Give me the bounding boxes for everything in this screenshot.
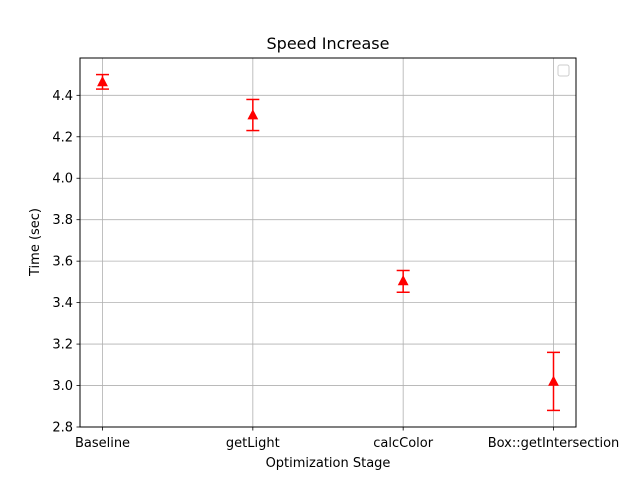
chart-title: Speed Increase [267,34,390,53]
y-tick-label: 2.8 [52,421,73,436]
legend-box [557,64,570,77]
y-tick-label: 3.4 [52,296,73,311]
x-tick-label: Box::getIntersection [488,436,620,451]
y-tick-label: 3.0 [52,379,73,394]
y-tick-label: 3.8 [52,213,73,228]
data-point [548,375,559,386]
plot-frame [79,57,577,428]
x-tick-label: getLight [226,436,280,451]
data-point [97,75,108,87]
y-tick-label: 3.6 [52,255,73,270]
y-tick-label: 4.4 [52,89,73,104]
data-marks [96,73,560,412]
data-point [397,274,409,286]
x-axis-label: Optimization Stage [266,456,391,471]
y-tick-label: 4.2 [52,130,73,145]
y-tick-label: 4.0 [52,172,73,187]
y-axis-label: Time (sec) [28,208,43,277]
x-tick-label: calcColor [373,436,433,451]
plot-background [80,58,576,427]
y-axis-ticks: 2.8 3.0 3.2 3.4 3.6 3.8 4.0 4.2 4.4 [52,89,80,436]
data-point [247,109,259,120]
x-axis-ticks: Baseline getLight calcColor Box::getInterse… [75,427,619,451]
x-tick-label: Baseline [75,436,130,451]
y-tick-label: 3.2 [52,338,73,353]
